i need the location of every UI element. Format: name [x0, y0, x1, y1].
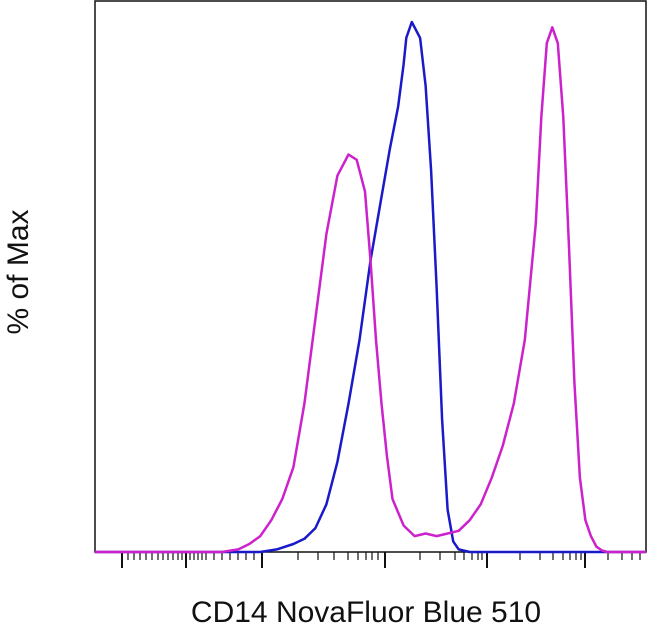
x-axis-ticks — [121, 552, 641, 568]
series-line-2 — [95, 26, 646, 554]
plot-frame — [94, 0, 647, 553]
series-line-1 — [95, 20, 646, 554]
series-lines — [95, 20, 646, 554]
y-axis-label: % of Max — [2, 209, 35, 334]
plot-border — [94, 0, 647, 553]
x-axis-label: CD14 NovaFluor Blue 510 — [191, 596, 541, 629]
